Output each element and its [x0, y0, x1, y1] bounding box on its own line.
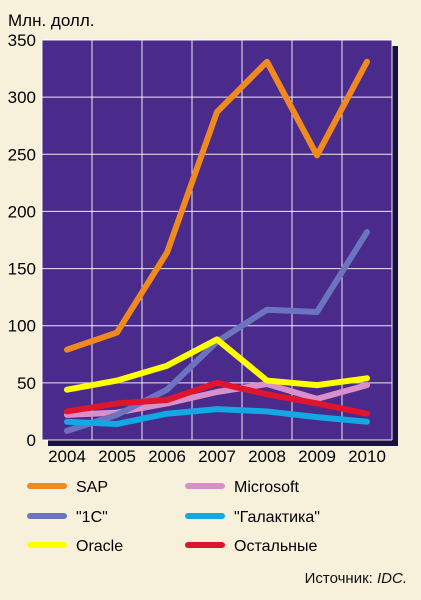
legend-item: "Галактика": [185, 509, 320, 526]
unit-label: Млн. долл.: [8, 11, 94, 30]
x-tick-label: 2005: [98, 447, 136, 466]
x-tick-label: 2009: [298, 447, 336, 466]
source-prefix: Источник:: [304, 570, 377, 587]
legend-item: Остальные: [185, 538, 318, 555]
y-axis: 0 50 100 150 200 250 300 350: [8, 31, 36, 450]
x-tick-label: 2010: [348, 447, 386, 466]
series-lines: [64, 58, 370, 434]
series-line: [64, 406, 370, 427]
legend-label: SAP: [76, 479, 108, 496]
legend-label: Microsoft: [234, 479, 299, 496]
y-tick-label: 50: [17, 374, 36, 393]
x-axis: 2004 2005 2006 2007 2008 2009 2010: [48, 447, 386, 466]
legend-label: "Галактика": [234, 509, 320, 526]
legend-item: Microsoft: [185, 479, 299, 496]
series-line: [64, 379, 370, 417]
x-tick-label: 2006: [148, 447, 186, 466]
grid: [41, 39, 393, 441]
legend-item: "1С": [27, 509, 108, 526]
x-tick-label: 2004: [48, 447, 86, 466]
legend-item: SAP: [27, 479, 108, 496]
y-tick-label: 100: [8, 317, 36, 336]
legend-label: Oracle: [76, 538, 123, 555]
y-tick-label: 350: [8, 31, 36, 50]
x-tick-label: 2008: [248, 447, 286, 466]
legend-label: "1С": [76, 509, 108, 526]
series-line: [64, 336, 370, 393]
y-tick-label: 0: [27, 431, 36, 450]
plot-background: [42, 40, 392, 440]
y-tick-label: 200: [8, 202, 36, 221]
series-line: [64, 58, 370, 353]
y-tick-label: 150: [8, 260, 36, 279]
y-tick-label: 300: [8, 88, 36, 107]
legend: SAP Microsoft "1С" "Галактика" Oracle Остальн…: [27, 479, 320, 555]
x-tick-label: 2007: [198, 447, 236, 466]
legend-label: Остальные: [234, 538, 318, 555]
legend-item: Oracle: [27, 538, 123, 555]
source-note: Источник: IDC.: [305, 570, 407, 587]
source-name: IDC.: [377, 570, 407, 587]
y-tick-label: 250: [8, 145, 36, 164]
plot-area: [42, 40, 392, 440]
